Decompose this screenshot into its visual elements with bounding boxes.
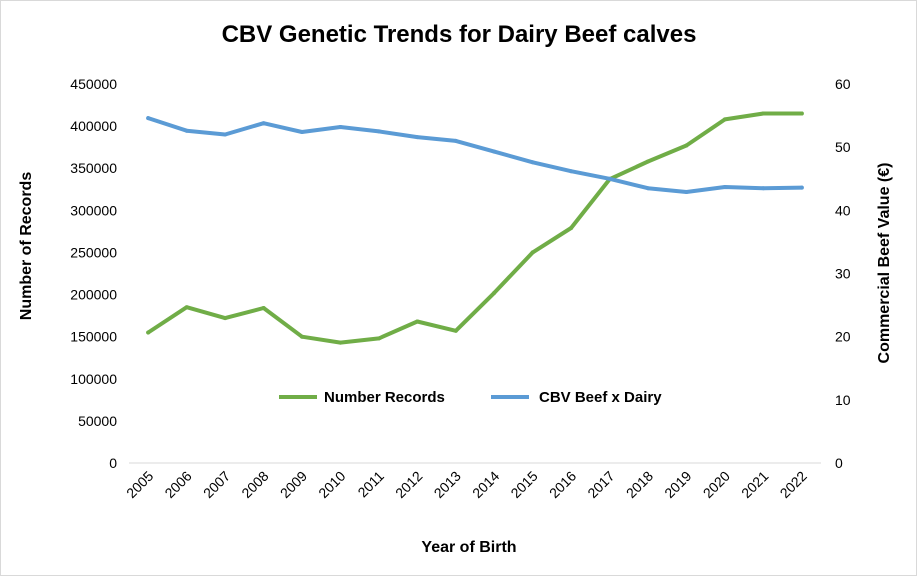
x-axis-ticks: 2005 2006 2007 2008 2009 2010 2011 2012 2013 2014… <box>123 468 810 501</box>
data-point <box>261 121 266 126</box>
data-point <box>223 132 228 137</box>
data-point <box>300 130 304 134</box>
data-point <box>646 186 650 191</box>
x-tick-label: 2018 <box>623 468 656 501</box>
left-tick-label: 150000 <box>70 329 117 345</box>
data-point <box>607 176 612 181</box>
right-axis-ticks: 0 10 20 30 40 50 60 <box>835 76 851 471</box>
x-tick-label: 2021 <box>738 468 771 501</box>
legend-label-0: Number Records <box>324 389 445 406</box>
data-point <box>223 316 228 321</box>
left-tick-label: 100000 <box>70 371 117 387</box>
data-point <box>415 319 420 324</box>
x-tick-label: 2008 <box>238 468 271 501</box>
data-point <box>376 129 381 134</box>
y2-axis-title: Commercial Beef Value (€) <box>876 163 893 364</box>
data-point <box>684 190 689 194</box>
x-tick-label: 2012 <box>392 468 425 501</box>
chart-title: CBV Genetic Trends for Dairy Beef calves <box>222 21 697 48</box>
x-tick-label: 2015 <box>507 468 540 501</box>
data-point <box>799 185 804 190</box>
right-tick-label: 10 <box>835 392 851 408</box>
data-point <box>415 135 420 140</box>
data-point <box>146 330 151 335</box>
data-point <box>453 138 458 143</box>
left-tick-label: 350000 <box>70 160 117 176</box>
x-tick-label: 2014 <box>469 468 502 501</box>
data-point <box>530 250 535 255</box>
data-point <box>184 305 189 310</box>
x-tick-label: 2010 <box>315 468 348 501</box>
series-group <box>146 111 804 345</box>
x-tick-label: 2019 <box>661 468 694 501</box>
data-point <box>261 306 266 310</box>
data-point <box>338 125 343 129</box>
left-tick-label: 400000 <box>70 118 117 134</box>
x-tick-label: 2006 <box>161 468 194 501</box>
right-tick-label: 60 <box>835 76 851 92</box>
legend[interactable]: Number Records CBV Beef x Dairy <box>279 389 662 406</box>
x-tick-label: 2017 <box>584 468 617 501</box>
series-line-1 <box>146 116 804 194</box>
right-tick-label: 30 <box>835 266 851 282</box>
right-tick-label: 40 <box>835 202 851 218</box>
x-axis-title: Year of Birth <box>421 539 516 556</box>
right-tick-label: 0 <box>835 455 843 471</box>
data-point <box>146 116 151 121</box>
data-point <box>184 128 189 133</box>
data-point <box>338 340 343 345</box>
legend-label-1: CBV Beef x Dairy <box>539 389 662 406</box>
x-tick-label: 2007 <box>200 468 233 501</box>
data-point <box>492 290 497 295</box>
x-tick-label: 2011 <box>354 468 387 501</box>
x-tick-label: 2016 <box>546 468 579 501</box>
x-tick-label: 2005 <box>123 468 156 501</box>
data-point <box>453 328 458 333</box>
left-tick-label: 0 <box>109 455 117 471</box>
data-point <box>376 336 381 341</box>
left-tick-label: 50000 <box>78 413 117 429</box>
series-line-0 <box>146 111 804 345</box>
left-axis-ticks: 0 50000 100000 150000 200000 250000 300000 3500… <box>70 76 117 471</box>
x-tick-label: 2009 <box>277 468 310 501</box>
data-point <box>492 149 497 154</box>
right-tick-label: 20 <box>835 329 851 345</box>
data-point <box>569 226 574 230</box>
left-tick-label: 300000 <box>70 202 117 218</box>
x-tick-label: 2013 <box>431 468 464 501</box>
data-point <box>300 334 304 339</box>
data-point <box>530 160 535 165</box>
data-point <box>722 185 727 189</box>
data-point <box>761 186 766 191</box>
left-tick-label: 450000 <box>70 76 117 92</box>
right-tick-label: 50 <box>835 139 851 155</box>
data-point <box>722 117 727 122</box>
data-point <box>684 143 689 148</box>
x-tick-label: 2022 <box>777 468 810 501</box>
y-axis-title: Number of Records <box>18 172 35 321</box>
data-point <box>569 169 574 174</box>
data-point <box>799 111 804 116</box>
data-point <box>646 159 650 164</box>
data-point <box>761 111 766 116</box>
left-tick-label: 200000 <box>70 287 117 303</box>
left-tick-label: 250000 <box>70 244 117 260</box>
x-tick-label: 2020 <box>700 468 733 501</box>
